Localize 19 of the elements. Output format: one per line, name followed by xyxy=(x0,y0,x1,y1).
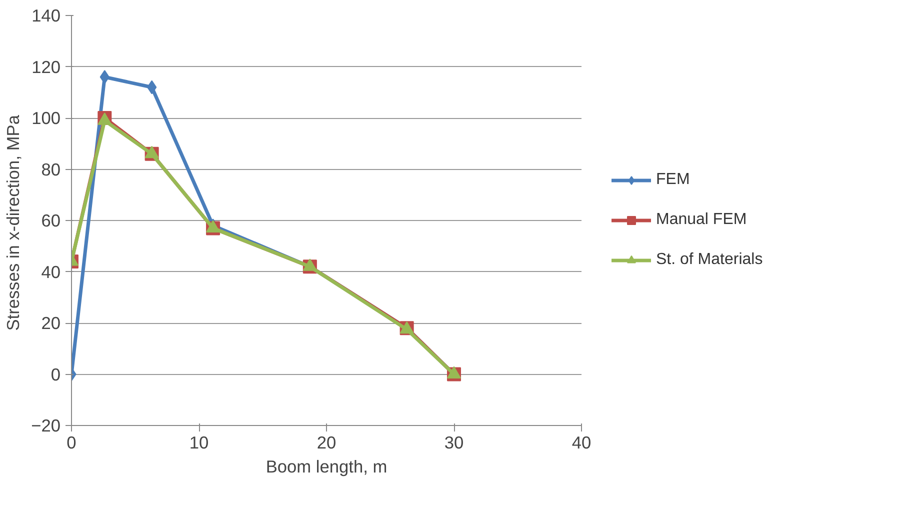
legend-label: St. of Materials xyxy=(656,251,763,269)
y-tick-label: 60 xyxy=(41,210,61,230)
x-tick-label: 10 xyxy=(189,432,209,452)
x-tick-label: 0 xyxy=(66,432,76,452)
x-tick-label: 40 xyxy=(572,432,592,452)
x-tick-label: 20 xyxy=(316,432,336,452)
x-axis-title: Boom length, m xyxy=(266,456,388,476)
y-tick-label: 0 xyxy=(50,364,61,384)
y-tick-label: 140 xyxy=(32,6,61,26)
y-tick-label: 20 xyxy=(41,313,61,333)
y-tick-label: 80 xyxy=(41,159,61,180)
x-tick-label: 30 xyxy=(444,432,464,452)
y-tick-label: −20 xyxy=(31,416,61,436)
y-tick-label: 120 xyxy=(32,56,61,77)
y-tick-label: 40 xyxy=(41,262,61,282)
legend-label: FEM xyxy=(656,171,690,189)
y-tick-label: 100 xyxy=(32,108,61,128)
legend-label: Manual FEM xyxy=(656,211,747,229)
y-axis-title: Stresses in x-direction, MPa xyxy=(3,114,24,331)
